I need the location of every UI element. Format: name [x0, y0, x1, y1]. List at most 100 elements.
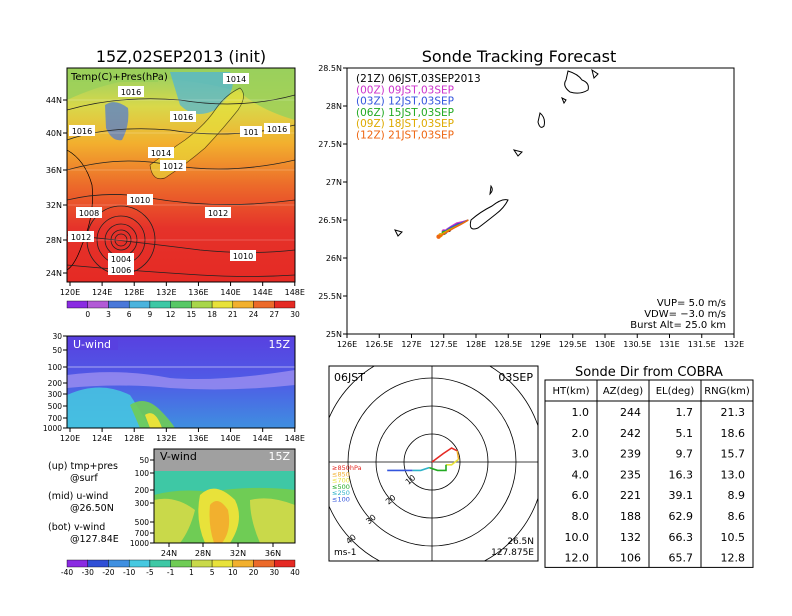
table-cell: 188 [620, 510, 641, 523]
table-cell: 3.0 [572, 448, 590, 461]
hodograph-segment [446, 458, 460, 466]
tick-label: 25N [326, 330, 342, 339]
table-cell: 21.3 [721, 406, 746, 419]
track-legend-entry: (03Z) 12JST,03SEP [356, 96, 454, 108]
tick-label: -1 [167, 568, 175, 577]
tick-label: 1000 [43, 424, 62, 433]
polar-lon: 127.875E [491, 548, 534, 558]
isobar-label: 1016 [121, 88, 141, 97]
table-cell: 12.0 [565, 552, 590, 565]
polar-date: 03SEP [498, 371, 533, 384]
tick-label: 5 [210, 568, 215, 577]
tick-label: 26N [326, 254, 342, 263]
track-line [438, 219, 469, 238]
tick-label: 44N [46, 96, 62, 105]
uwind-panel: U-wind 15Z [67, 336, 295, 428]
tick-label: 200 [48, 379, 63, 388]
tick-label: 129.5E [559, 340, 587, 349]
tick-label: 124E [92, 288, 112, 297]
table-title: Sonde Dir from COBRA [575, 365, 723, 380]
tick-label: 32N [46, 201, 62, 210]
tick-label: 40 [290, 568, 300, 577]
tick-label: 120E [60, 434, 80, 443]
table-cell: 9.7 [676, 448, 694, 461]
colorbar-swatch [170, 300, 192, 309]
table-cell: 5.1 [676, 427, 694, 440]
vdw-param: VDW= −3.0 m/s [644, 309, 726, 320]
tick-label: 132E [724, 340, 744, 349]
table-cell: 62.9 [669, 510, 694, 523]
tick-label: 136E [188, 288, 208, 297]
uwind-low-field [67, 387, 150, 428]
polar-legend: ≥850hPa≤850≤700≤500≤250≤100 [332, 464, 362, 504]
track-frame [346, 67, 735, 335]
colorbar-swatch [191, 300, 213, 309]
map-label: Temp(C)+Pres(hPa) [70, 72, 168, 83]
tick-label: -5 [146, 568, 154, 577]
tick-label: 140E [220, 288, 240, 297]
polar-unit: ms-1 [334, 548, 356, 558]
tick-label: 129E [530, 340, 550, 349]
isobar-label: 1014 [151, 149, 171, 158]
track-params: VUP= 5.0 m/s VDW= −3.0 m/s Burst Alt= 25… [630, 298, 726, 331]
track-legend: (21Z) 06JST,03SEP2013(00Z) 09JST,03SEP(0… [356, 73, 481, 142]
uwind-frame [66, 335, 296, 429]
tick-label: 126E [337, 340, 357, 349]
legend-bot: (bot) v-wind [48, 522, 105, 533]
wind-colorbar: -40 -30 -20 -10 -5 -1 1 5 10 20 30 40 [61, 559, 300, 577]
polar-time: 06JST [334, 371, 365, 384]
table-header: AZ(deg) [603, 386, 643, 397]
tick-label: 27 [269, 310, 279, 319]
polar-lat: 26.5N [507, 537, 534, 547]
track-legend-entry: (00Z) 09JST,03SEP [356, 84, 454, 96]
vup-param: VUP= 5.0 m/s [657, 298, 726, 309]
tick-label: 0 [85, 310, 90, 319]
tick-label: 148E [285, 288, 305, 297]
isobar-label: 1008 [79, 209, 99, 218]
tick-label: 12 [166, 310, 176, 319]
burst-param: Burst Alt= 25.0 km [630, 320, 726, 331]
isobar-label: 1016 [72, 127, 92, 136]
table-cell: 8.6 [728, 510, 746, 523]
map-lat-ticks: 44N 40N 36N 32N 28N 24N [46, 96, 67, 278]
tick-label: 200 [135, 486, 150, 495]
tick-label: 27N [326, 178, 342, 187]
left-legend: (up) tmp+pres @surf (mid) u-wind @26.50N… [48, 461, 119, 545]
map-frame [66, 67, 296, 283]
colorbar-swatch [253, 300, 275, 309]
table-header: EL(deg) [656, 386, 695, 397]
table-cell: 8.9 [728, 489, 746, 502]
tick-label: 32N [230, 549, 246, 558]
colorbar-swatch [87, 559, 109, 568]
tick-label: 128E [124, 288, 144, 297]
isobar-label: 1012 [163, 162, 183, 171]
tick-label: 700 [48, 414, 63, 423]
table-cell: 12.8 [721, 552, 746, 565]
table-cell: 65.7 [669, 552, 694, 565]
table-cell: 235 [620, 468, 641, 481]
tick-label: 27.5N [318, 140, 342, 149]
tick-label: 124E [92, 434, 112, 443]
table-cell: 221 [620, 489, 641, 502]
tick-label: 136E [188, 434, 208, 443]
tick-label: 30 [52, 332, 62, 341]
hodograph-segment [412, 466, 430, 472]
islands [394, 68, 599, 237]
colorbar-swatch [274, 300, 296, 309]
polar-legend-entry: ≤100 [332, 496, 350, 504]
colorbar-swatch [108, 559, 130, 568]
legend-mid-level: @26.50N [70, 503, 114, 514]
tick-label: 28N [195, 549, 211, 558]
tick-label: 20 [249, 568, 259, 577]
polar-legend-entry: ≤500 [332, 483, 350, 491]
tick-label: 131.5E [688, 340, 716, 349]
polar-frame [328, 365, 539, 562]
table-cell: 6.0 [572, 489, 590, 502]
tick-label: 28.5N [318, 64, 342, 73]
tick-label: 130.5E [623, 340, 651, 349]
tick-label: 132E [156, 434, 176, 443]
tick-label: 24N [46, 269, 62, 278]
legend-up-level: @surf [70, 473, 98, 484]
tick-label: 300 [135, 499, 150, 508]
